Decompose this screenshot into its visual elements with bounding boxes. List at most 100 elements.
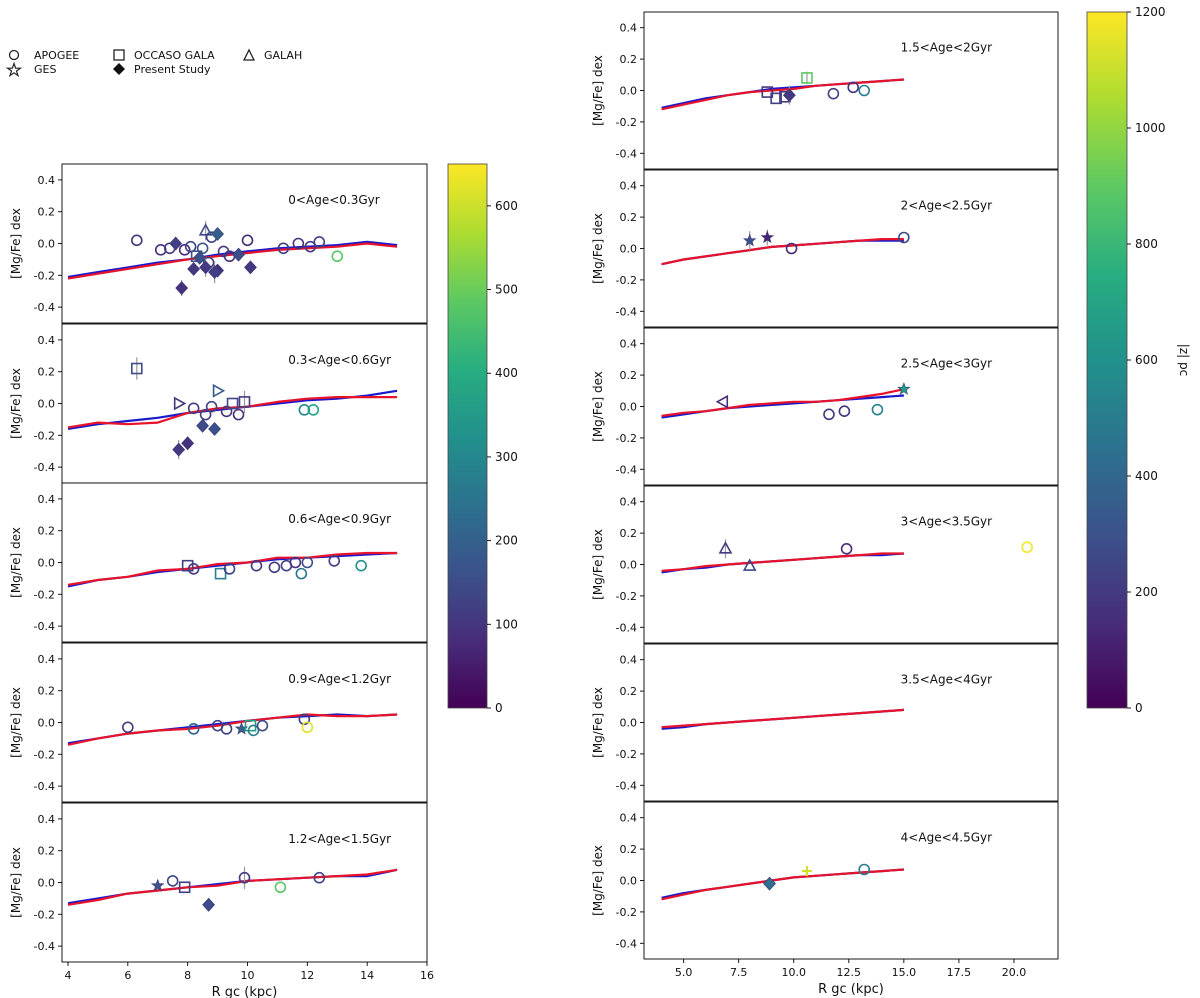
data-point-circle: [898, 231, 910, 244]
data-point-circle: [268, 561, 281, 574]
data-point-circle: [328, 555, 341, 567]
y-tick-label: 0.4: [38, 334, 56, 347]
data-point-circle: [220, 405, 233, 418]
x-tick-label: 15.0: [892, 966, 917, 979]
data-point-circle: [301, 721, 314, 734]
colorbar-tick-label: 1200: [1135, 5, 1166, 19]
data-point-circle: [223, 563, 236, 575]
y-tick-label: -0.4: [34, 780, 55, 793]
y-tick-label: -0.4: [616, 621, 637, 634]
x-tick-label: 17.5: [947, 966, 972, 979]
y-tick-label: 0.2: [38, 525, 56, 538]
y-tick-label: -0.4: [34, 620, 55, 633]
legend-label: GALAH: [264, 49, 302, 62]
colorbar-tick-label: 200: [1135, 585, 1158, 599]
legend-entry-apogee: APOGEE: [8, 49, 79, 62]
plot-frame: [643, 169, 1059, 328]
panel-1: 0.4 0.2 0.0 -0.2 -0.4 [Mg/Fe] dex 0<Age<0.3Gyr: [9, 163, 428, 324]
data-point-circle: [827, 87, 840, 100]
y-tick-label: -0.4: [616, 463, 637, 476]
data-point-circle: [232, 408, 245, 421]
x-tick-label: 10.0: [781, 966, 806, 979]
data-point-diamond: [196, 418, 210, 433]
y-tick-label: -0.2: [34, 429, 55, 442]
data-point-diamond: [175, 281, 189, 295]
panel-title: 3<Age<3.5Gyr: [901, 514, 992, 528]
data-point-diamond: [208, 265, 221, 280]
y-tick-label: -0.2: [34, 269, 55, 282]
data-point-circle: [847, 81, 860, 94]
x-tick-label: 12: [300, 969, 314, 982]
panel-3: 0.4 0.2 0.0 -0.2 -0.4 [Mg/Fe] dex 0.6<Age<0.9G…: [9, 482, 428, 643]
data-point-circle: [858, 84, 871, 97]
data-point-circle: [247, 724, 260, 737]
x-tick-label: 10: [240, 969, 254, 982]
data-point-circle: [785, 242, 798, 255]
model-line-red: [67, 868, 398, 906]
panel-10: 0.4 0.2 0.0 -0.2 -0.4 [Mg/Fe] dex 3.5<Age<4Gyr: [591, 643, 1059, 802]
colorbar-tick-label: 400: [495, 366, 518, 380]
y-axis-label: [Mg/Fe] dex: [9, 687, 23, 758]
x-tick-label: 6: [124, 969, 131, 982]
data-point-circle: [241, 234, 254, 247]
panel-6: 0.4 0.2 0.0 -0.2 -0.4 [Mg/Fe] dex 1.5<Age<2Gyr: [591, 11, 1059, 170]
colorbar-tick-label: 100: [495, 617, 518, 631]
colorbar-gradient: [447, 163, 488, 709]
panel-4: 0.4 0.2 0.0 -0.2 -0.4 [Mg/Fe] dex 0.9<Age<1.2G…: [9, 642, 428, 803]
y-tick-label: 0.4: [620, 338, 638, 351]
y-tick-label: 0.2: [620, 53, 638, 66]
y-tick-label: 0.4: [620, 654, 638, 667]
y-axis-label: [Mg/Fe] dex: [591, 213, 605, 284]
legend-entry-galah: GALAH: [242, 48, 302, 62]
data-point-diamond: [169, 236, 183, 251]
panel-title: 0.6<Age<0.9Gyr: [288, 512, 391, 526]
data-point-diamond: [211, 227, 224, 241]
data-point-triangle: [718, 541, 733, 554]
circle-marker-icon: [8, 49, 20, 61]
legend-label: APOGEE: [34, 49, 79, 62]
panel-title: 4<Age<4.5Gyr: [901, 830, 992, 844]
panel-8: 0.4 0.2 0.0 -0.2 -0.4 [Mg/Fe] dex 2.5<Age<3Gyr: [591, 327, 1059, 486]
data-point-circle: [1021, 541, 1033, 554]
colorbar-label: |z| pc: [1177, 344, 1191, 376]
legend-label: OCCASO GALA: [134, 49, 215, 62]
legend-entry-ges: GES: [5, 61, 56, 78]
star-marker-icon: [5, 61, 23, 78]
panel-title: 1.2<Age<1.5Gyr: [288, 832, 391, 846]
diamond-marker-icon: [113, 63, 125, 75]
x-tick-label: 16: [420, 969, 434, 982]
y-axis-label: [Mg/Fe] dex: [591, 845, 605, 916]
y-tick-label: -0.2: [34, 588, 55, 601]
y-tick-label: 0.2: [620, 211, 638, 224]
y-tick-label: -0.4: [616, 305, 637, 318]
panel-title: 0.9<Age<1.2Gyr: [288, 672, 391, 686]
plot-frame: [61, 642, 428, 803]
data-point-star: [760, 230, 775, 244]
data-point-triangle: [742, 558, 757, 571]
panel-9: 0.4 0.2 0.0 -0.2 -0.4 [Mg/Fe] dex 3<Age<3.5Gyr: [591, 485, 1059, 644]
legend-label: GES: [34, 63, 56, 76]
data-point-circle: [313, 871, 326, 884]
y-axis-label: [Mg/Fe] dex: [591, 55, 605, 126]
data-point-circle: [196, 242, 209, 255]
legend-entry-occaso: OCCASO GALA: [113, 49, 215, 62]
x-axis-label: R gc (kpc): [818, 982, 884, 997]
data-point-square: [178, 881, 191, 894]
y-tick-label: 0.0: [38, 717, 56, 730]
colorbar-tick-label: 1000: [1135, 121, 1166, 135]
y-tick-label: -0.2: [616, 116, 637, 129]
model-line-red: [661, 868, 904, 901]
x-axis-label: R gc (kpc): [212, 985, 278, 998]
data-point-circle: [274, 881, 287, 894]
legend-entry-present-study: Present Study: [113, 63, 211, 76]
square-marker-icon: [113, 49, 125, 61]
panel-7: 0.4 0.2 0.0 -0.2 -0.4 [Mg/Fe] dex 2<Age<2.5Gyr: [591, 169, 1059, 328]
panel-title: 3.5<Age<4Gyr: [901, 672, 992, 686]
data-point-star: [743, 233, 757, 247]
y-tick-label: -0.2: [34, 748, 55, 761]
colorbar-tick-label: 500: [495, 283, 518, 297]
y-tick-label: -0.4: [616, 147, 637, 160]
data-point-circle: [840, 542, 853, 555]
data-point-star: [150, 878, 165, 892]
model-line-red: [661, 78, 904, 111]
